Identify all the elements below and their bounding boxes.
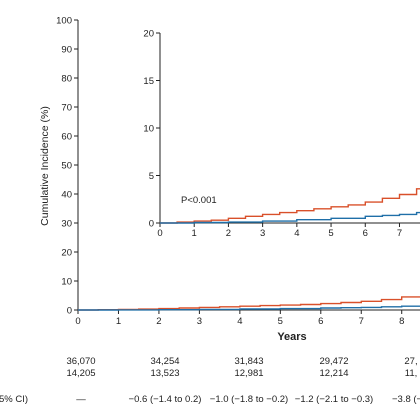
y-tick-label: 100 (56, 16, 72, 27)
x-tick-label: 7 (359, 316, 364, 327)
risk-table-cell: 12,981 (234, 368, 263, 379)
inset-x-tick-label: 7 (397, 228, 402, 239)
risk-table-cell: 31,843 (234, 356, 263, 367)
inset-series-line-2 (160, 211, 420, 224)
risk-table-diff-cell: −1.2 (−2.1 to −0.3) (295, 394, 373, 405)
inset-series-line-1 (160, 188, 420, 224)
inset-x-tick-label: 0 (157, 228, 162, 239)
x-tick-label: 6 (318, 316, 323, 327)
y-tick-label: 60 (61, 132, 72, 143)
y-axis-title: Cumulative Incidence (%) (39, 106, 51, 226)
inset-y-tick-label: 0 (149, 219, 154, 230)
x-tick-label: 8 (399, 316, 404, 327)
inset-p-value: P<0.001 (181, 195, 217, 206)
series-line-2 (78, 305, 420, 311)
x-tick-label: 4 (237, 316, 242, 327)
risk-table-cell: 12,214 (319, 368, 348, 379)
risk-table-cell: 27, (404, 356, 417, 367)
x-tick-label: 2 (156, 316, 161, 327)
risk-table-diff-cell: −0.6 (−1.4 to 0.2) (129, 394, 202, 405)
inset-y-tick-label: 5 (149, 171, 154, 182)
x-tick-label: 0 (75, 316, 80, 327)
risk-table-diff-cell: — (76, 394, 86, 405)
risk-table-diff-cell: −1.0 (−1.8 to −0.2) (210, 394, 288, 405)
risk-table-diff-cell: −3.8 (−4. (392, 394, 420, 405)
inset-x-tick-label: 6 (363, 228, 368, 239)
risk-table-diff-label: 5% CI) (0, 394, 28, 405)
y-tick-label: 70 (61, 103, 72, 114)
inset-x-tick-label: 4 (294, 228, 299, 239)
inset-background (132, 27, 420, 247)
y-tick-label: 90 (61, 45, 72, 56)
x-tick-label: 5 (278, 316, 283, 327)
inset-x-tick-label: 2 (226, 228, 231, 239)
y-tick-label: 20 (61, 248, 72, 259)
risk-table-cell: 34,254 (150, 356, 179, 367)
x-axis-title: Years (277, 331, 306, 343)
risk-table-cell: 14,205 (66, 368, 95, 379)
y-tick-label: 10 (61, 277, 72, 288)
y-tick-label: 80 (61, 74, 72, 85)
inset-x-tick-label: 3 (260, 228, 265, 239)
y-tick-label: 30 (61, 219, 72, 230)
x-tick-label: 1 (116, 316, 121, 327)
risk-table-cell: 11, (405, 368, 418, 379)
y-tick-label: 0 (67, 306, 72, 317)
x-tick-label: 3 (197, 316, 202, 327)
risk-table-cell: 29,472 (319, 356, 348, 367)
risk-table-cell: 13,523 (150, 368, 179, 379)
risk-table-cell: 36,070 (66, 356, 95, 367)
inset-y-tick-label: 10 (143, 124, 154, 135)
y-tick-label: 40 (61, 190, 72, 201)
inset-y-tick-label: 15 (143, 76, 154, 87)
inset-x-tick-label: 1 (192, 228, 197, 239)
inset-x-tick-label: 5 (328, 228, 333, 239)
y-tick-label: 50 (61, 161, 72, 172)
inset-y-tick-label: 20 (143, 29, 154, 40)
